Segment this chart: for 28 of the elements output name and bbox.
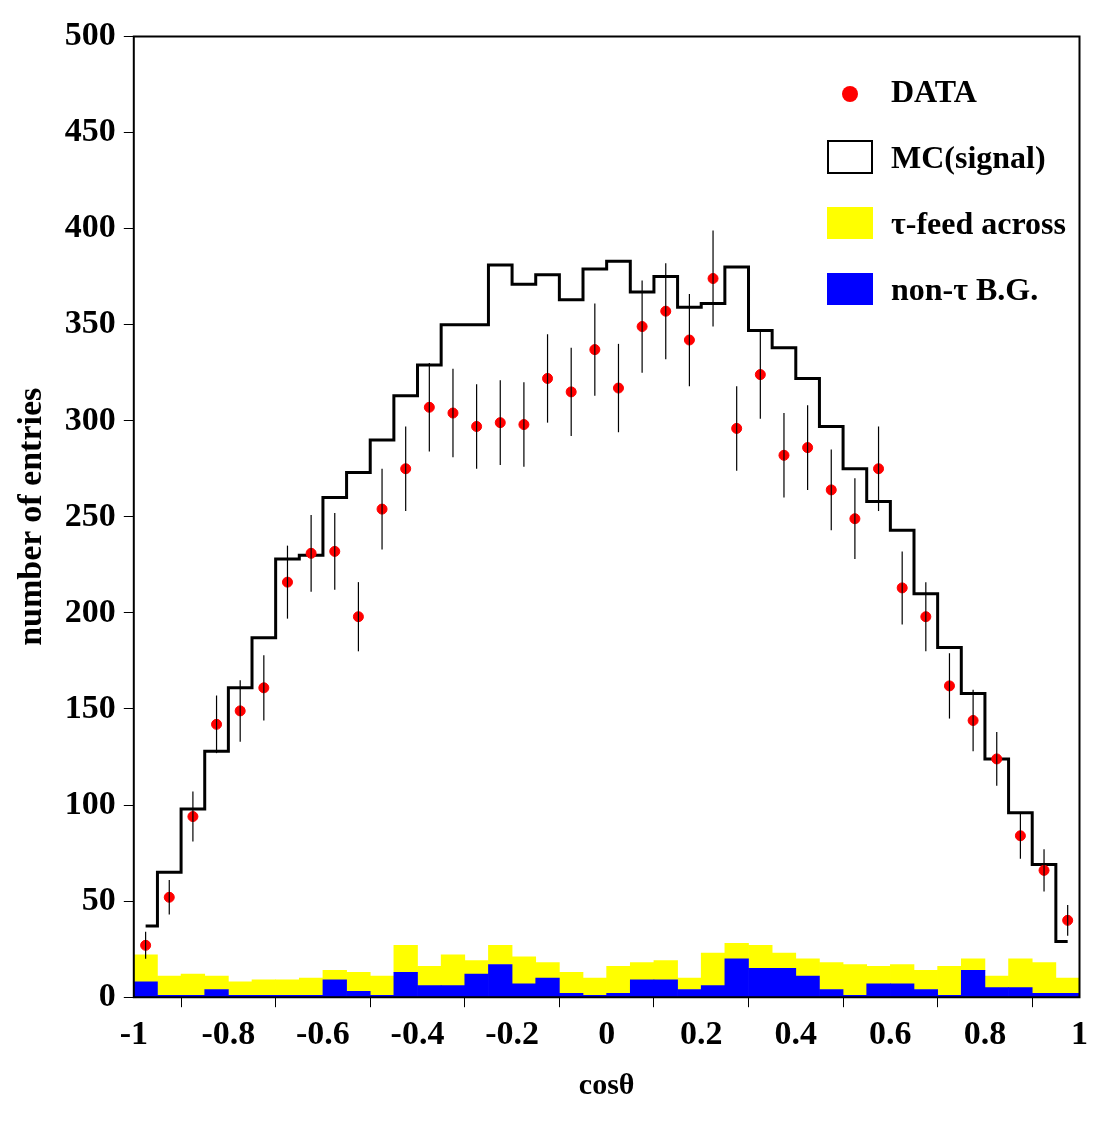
legend-label: DATA — [891, 72, 977, 110]
x-axis-title: cosθ — [578, 1066, 635, 1100]
x-tick-label: -0.8 — [201, 1014, 256, 1052]
legend-label: non-τ B.G. — [891, 270, 1039, 308]
y-tick-label: 400 — [64, 207, 116, 245]
y-tick-label: 150 — [64, 687, 116, 725]
x-tick-label: 0.4 — [774, 1014, 818, 1052]
x-tick-label: 0.2 — [679, 1014, 723, 1052]
y-axis-title: number of entries — [11, 387, 49, 646]
legend-label: τ-feed across — [891, 204, 1066, 242]
x-tick-label: -0.6 — [296, 1014, 350, 1052]
y-tick-label: 300 — [64, 399, 116, 437]
x-tick-label: 0 — [598, 1014, 616, 1052]
y-tick-label: 350 — [64, 303, 116, 341]
y-tick-label: 500 — [64, 15, 116, 53]
x-tick-label: -0.4 — [390, 1014, 445, 1052]
y-tick-label: 200 — [64, 591, 116, 629]
x-tick-label: 0.6 — [869, 1014, 912, 1052]
y-tick-label: 50 — [81, 879, 116, 917]
x-tick-label: 0.8 — [963, 1014, 1007, 1052]
x-tick-label: -0.2 — [485, 1014, 539, 1052]
legend-label: MC(signal) — [891, 138, 1046, 176]
y-tick-label: 450 — [64, 111, 116, 149]
y-tick-label: 250 — [64, 495, 116, 533]
y-tick-label: 0 — [98, 975, 116, 1013]
x-tick-label: 1 — [1071, 1014, 1088, 1052]
y-tick-label: 100 — [64, 783, 116, 821]
x-tick-label: -1 — [119, 1014, 148, 1052]
